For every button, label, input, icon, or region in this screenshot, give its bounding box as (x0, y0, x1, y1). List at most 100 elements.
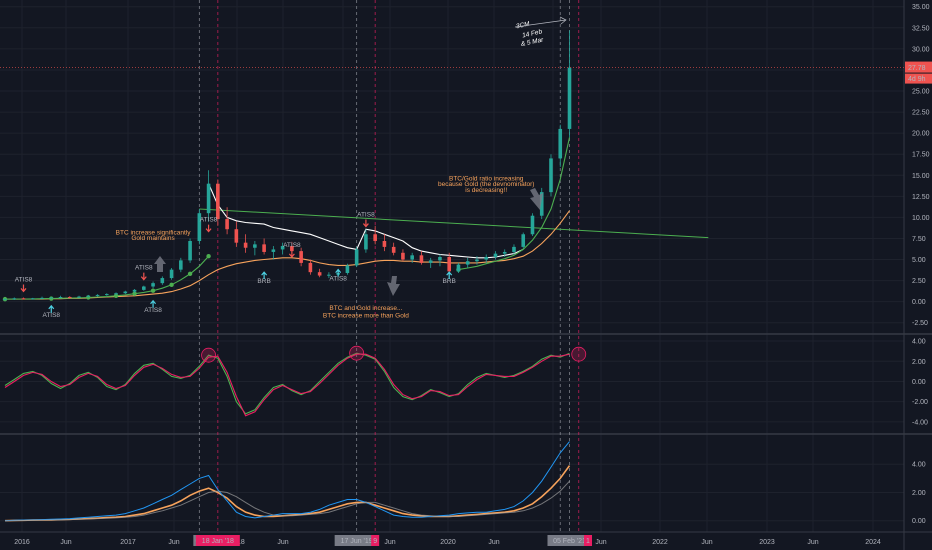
signal-label-bottom: ATIS8 (144, 307, 162, 314)
up-arrow-icon (446, 271, 453, 280)
candle-body (475, 259, 479, 262)
candle-body (271, 249, 276, 252)
y-tick-label: 35.00 (912, 4, 930, 11)
candle-body (512, 246, 516, 252)
x-tick-label: 2024 (865, 539, 881, 546)
y-tick-label: 4.00 (912, 339, 926, 346)
y-tick-label: 4.00 (912, 462, 926, 469)
candle-body (401, 252, 405, 260)
signal-dot (150, 288, 156, 293)
candle-body (456, 264, 461, 272)
y-tick-label: 32.50 (912, 25, 930, 32)
signal-dot (113, 293, 119, 298)
signal-label-bottom: ATIS8 (329, 276, 347, 283)
candle-body (345, 265, 350, 274)
overlay-line-2 (5, 137, 571, 300)
annotation-note: BTC/Gold ratio increasing (449, 175, 524, 182)
candle-body (86, 295, 91, 297)
handwritten-note: 14 Feb (522, 28, 544, 39)
y-tick-label: 10.00 (912, 215, 930, 222)
candle-body (484, 257, 489, 260)
y-tick-label: 20.00 (912, 131, 930, 138)
candle-body (290, 246, 294, 252)
candle-body (30, 298, 35, 300)
countdown-label: 4d 9h (908, 76, 926, 83)
candle-body (142, 286, 146, 290)
candle-body (465, 261, 470, 265)
highlight-circle (349, 345, 365, 361)
candle-body (49, 297, 54, 299)
up-arrow-icon (335, 268, 342, 277)
x-tick-label: Jun (807, 539, 818, 546)
x-tick-label: Jun (488, 539, 499, 546)
candle-body (317, 272, 322, 276)
down-arrow-icon (20, 284, 27, 293)
price-label: 27.78 (908, 65, 926, 72)
candle-body (104, 294, 109, 296)
signal-label-top: ATIS8 (200, 217, 218, 224)
y-tick-label: -4.00 (912, 419, 928, 426)
candle-body (3, 299, 7, 301)
candle-body (262, 244, 266, 252)
price-label-box (905, 61, 932, 73)
signal-dot (187, 271, 193, 277)
handwritten-note: & 5 Mar (520, 36, 545, 48)
annotation-note: because Gold (the devnominator) (438, 181, 534, 188)
signal-label-top: ATIS8 (15, 276, 33, 283)
up-arrow-icon (150, 299, 157, 308)
candle-body (391, 246, 396, 253)
y-tick-label: 15.00 (912, 173, 930, 180)
y-tick-label: 0.00 (912, 518, 926, 525)
trendline[interactable] (199, 208, 709, 239)
highlight-circle (201, 347, 216, 363)
candle-body (438, 257, 442, 261)
date-badge-label: 17 Jun '19 (341, 538, 373, 545)
y-tick-label: 0.00 (912, 379, 926, 386)
annotation-note: BTC increase more than Gold (323, 313, 409, 320)
annotation-note: BTC increase significantly (116, 229, 192, 236)
candle-body (234, 229, 239, 243)
y-tick-label: -2.50 (912, 320, 928, 327)
candle-body (216, 183, 220, 220)
candle-body (243, 242, 248, 248)
y-tick-label: 2.00 (912, 359, 926, 366)
candle-body (12, 298, 17, 300)
signal-label-top: ATIS8 (283, 242, 301, 249)
indicator-line-1 (4, 441, 570, 522)
candle-body (539, 192, 544, 216)
signal-dot (206, 253, 211, 259)
date-badge-box (584, 535, 593, 546)
callout-arrow-icon (154, 256, 166, 272)
candle-body (567, 67, 572, 129)
candle-body (67, 297, 72, 299)
candle-body (308, 262, 313, 273)
date-badge-label: 1 (586, 538, 590, 545)
down-arrow-icon (205, 224, 212, 233)
signal-label-bottom: BRB (443, 278, 456, 285)
down-arrow-icon (288, 249, 295, 258)
candle-body (40, 297, 44, 299)
x-tick-label: Jun (701, 539, 712, 546)
oscillator-line-1 (4, 353, 570, 417)
signal-dot (132, 291, 137, 296)
y-tick-label: -2.00 (912, 399, 928, 406)
y-tick-label: 30.00 (912, 46, 930, 53)
x-tick-label: Jun (60, 539, 71, 546)
candle-body (299, 251, 303, 263)
annotation-note: Gold maintains (131, 235, 175, 242)
indicator-line-2 (4, 480, 570, 522)
y-tick-label: 2.50 (912, 278, 926, 285)
signal-label-bottom: BRB (257, 278, 270, 285)
annotation-note: BTC and Gold increase... (329, 305, 402, 312)
signal-label-bottom: ATIS8 (42, 312, 60, 319)
candle-body (95, 294, 100, 296)
candle-body (179, 260, 183, 270)
candle-body (447, 257, 451, 272)
candle-body (493, 253, 498, 258)
candle-body (160, 278, 165, 284)
y-tick-label: 22.50 (912, 110, 930, 117)
down-arrow-icon (362, 219, 369, 228)
candle-body (354, 249, 359, 266)
